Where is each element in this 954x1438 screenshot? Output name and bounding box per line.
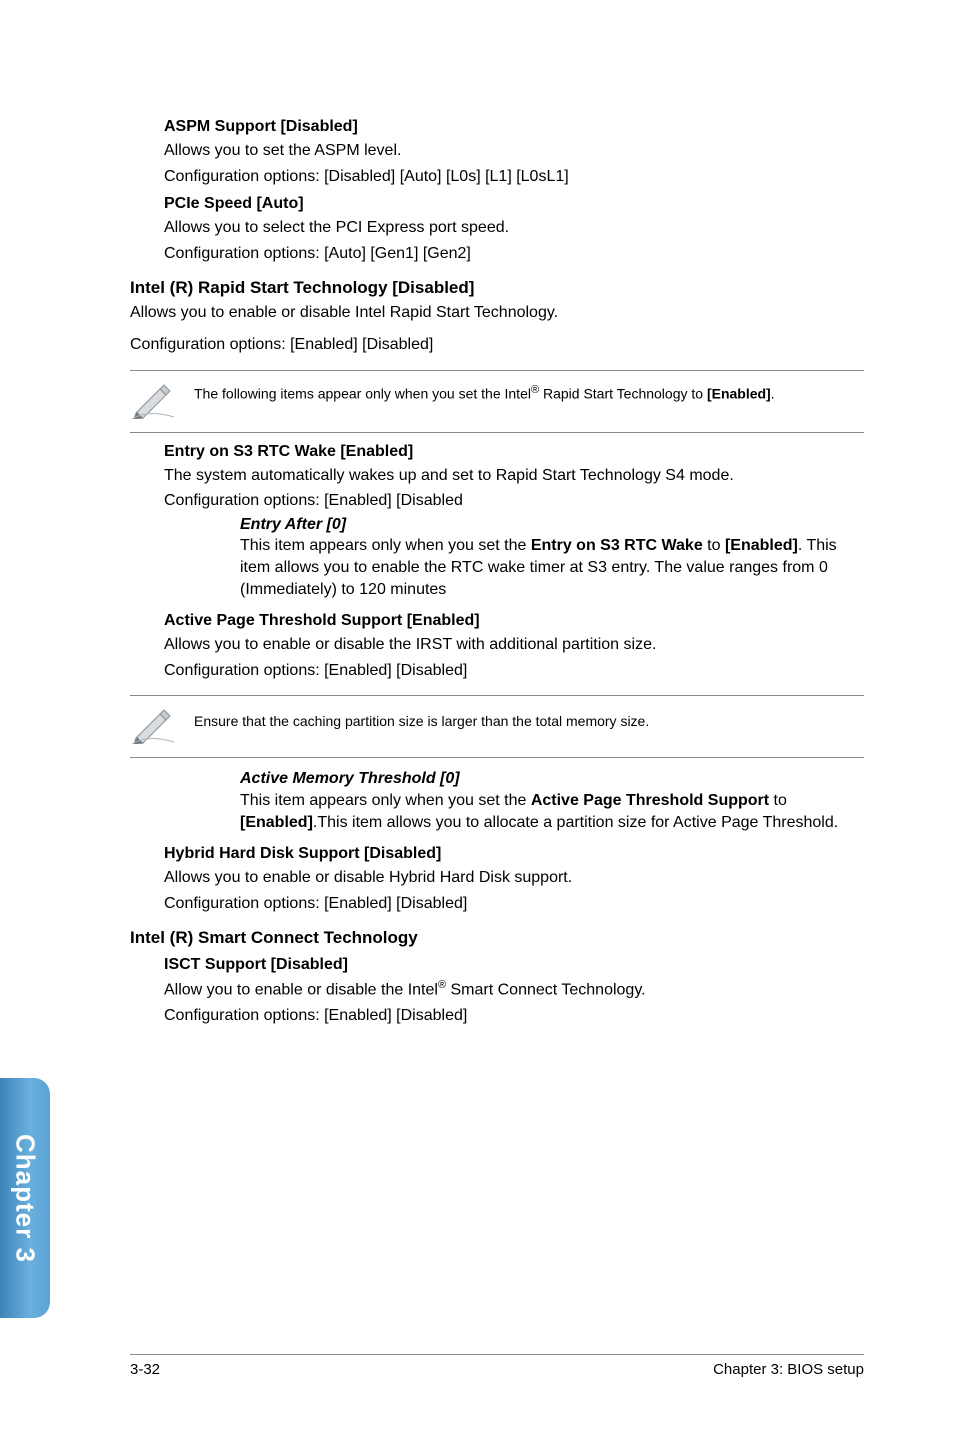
entry-after-l1a: This item appears only when you set the [240, 537, 531, 554]
pcie-line1: Allows you to select the PCI Express por… [164, 217, 864, 239]
note1-prefix: The following items appear only when you… [194, 385, 531, 401]
rapid-start-line2: Configuration options: [Enabled] [Disabl… [130, 334, 864, 356]
note-rapid-start: The following items appear only when you… [130, 370, 864, 433]
hybrid-title: Hybrid Hard Disk Support [Disabled] [164, 845, 864, 863]
entry-after-body: This item appears only when you set the … [240, 535, 864, 600]
rapid-start-line1: Allows you to enable or disable Intel Ra… [130, 302, 864, 324]
active-mem-l2b: .This item allows you to allocate a part… [313, 814, 838, 831]
active-page-title: Active Page Threshold Support [Enabled] [164, 612, 864, 630]
active-mem-l1b: Active Page Threshold Support [531, 792, 769, 809]
entry-s3-line2: Configuration options: [Enabled] [Disabl… [164, 490, 864, 512]
isct-l1b: Smart Connect Technology. [446, 982, 646, 999]
rapid-start-title: Intel (R) Rapid Start Technology [Disabl… [130, 278, 864, 298]
note-caching: Ensure that the caching partition size i… [130, 695, 864, 758]
pencil-icon [130, 379, 176, 424]
isct-line1: Allow you to enable or disable the Intel… [164, 978, 864, 1001]
active-mem-title: Active Memory Threshold [0] [240, 768, 864, 790]
note1-sup: ® [531, 384, 539, 396]
note-caching-text: Ensure that the caching partition size i… [194, 704, 864, 731]
chapter-tab: Chapter 3 [0, 1078, 50, 1318]
pcie-title: PCIe Speed [Auto] [164, 195, 864, 213]
entry-s3-title: Entry on S3 RTC Wake [Enabled] [164, 443, 864, 461]
hybrid-line1: Allows you to enable or disable Hybrid H… [164, 867, 864, 889]
footer-chapter-label: Chapter 3: BIOS setup [713, 1361, 864, 1378]
active-page-line1: Allows you to enable or disable the IRST… [164, 634, 864, 656]
active-mem-l2a: [Enabled] [240, 814, 313, 831]
active-page-line2: Configuration options: [Enabled] [Disabl… [164, 660, 864, 682]
note-rapid-start-text: The following items appear only when you… [194, 379, 864, 404]
entry-after-l1c: to [703, 537, 725, 554]
active-mem-l1c: to [769, 792, 787, 809]
footer-page-number: 3-32 [130, 1361, 160, 1378]
aspm-line2: Configuration options: [Disabled] [Auto]… [164, 166, 864, 188]
chapter-tab-text: Chapter 3 [10, 1134, 41, 1263]
smart-connect-title: Intel (R) Smart Connect Technology [130, 928, 864, 948]
active-mem-l1a: This item appears only when you set the [240, 792, 531, 809]
hybrid-line2: Configuration options: [Enabled] [Disabl… [164, 893, 864, 915]
note1-bold: [Enabled] [707, 385, 771, 401]
isct-sup: ® [438, 979, 446, 991]
aspm-line1: Allows you to set the ASPM level. [164, 140, 864, 162]
note1-suffix: . [771, 385, 775, 401]
isct-l1a: Allow you to enable or disable the Intel [164, 982, 438, 999]
entry-after-title: Entry After [0] [240, 514, 864, 536]
entry-after-l1b: Entry on S3 RTC Wake [531, 537, 703, 554]
isct-title: ISCT Support [Disabled] [164, 956, 864, 974]
entry-after-l2a: [Enabled] [725, 537, 798, 554]
isct-line2: Configuration options: [Enabled] [Disabl… [164, 1005, 864, 1027]
page-footer: 3-32 Chapter 3: BIOS setup [130, 1354, 864, 1378]
note1-mid: Rapid Start Technology to [539, 385, 707, 401]
active-mem-body: This item appears only when you set the … [240, 790, 864, 833]
pencil-icon [130, 704, 176, 749]
page-content: ASPM Support [Disabled] Allows you to se… [0, 0, 954, 1027]
entry-s3-line1: The system automatically wakes up and se… [164, 465, 864, 487]
aspm-title: ASPM Support [Disabled] [164, 118, 864, 136]
pcie-line2: Configuration options: [Auto] [Gen1] [Ge… [164, 243, 864, 265]
